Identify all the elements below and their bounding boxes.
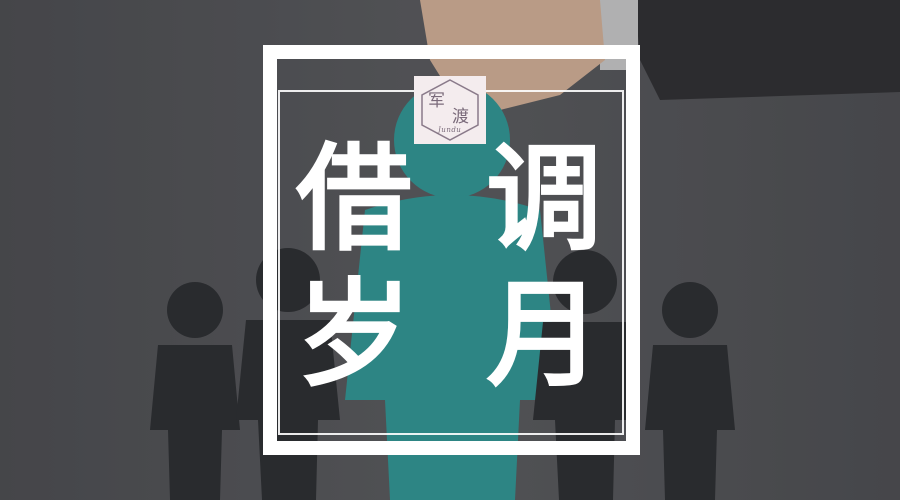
title-char-2: 调 [486, 132, 602, 267]
logo-char-1: 军 [428, 91, 445, 111]
title-char-1: 借 [296, 132, 412, 267]
side-figures [150, 248, 735, 500]
logo-subtitle: Jundu [438, 126, 462, 134]
logo-char-2: 渡 [452, 107, 469, 127]
title-char-4: 月 [486, 268, 602, 403]
hexagon-icon [421, 79, 479, 141]
logo-badge: 军 渡 Jundu [414, 76, 486, 144]
title-char-3: 岁 [296, 268, 412, 403]
white-frame [263, 45, 640, 455]
